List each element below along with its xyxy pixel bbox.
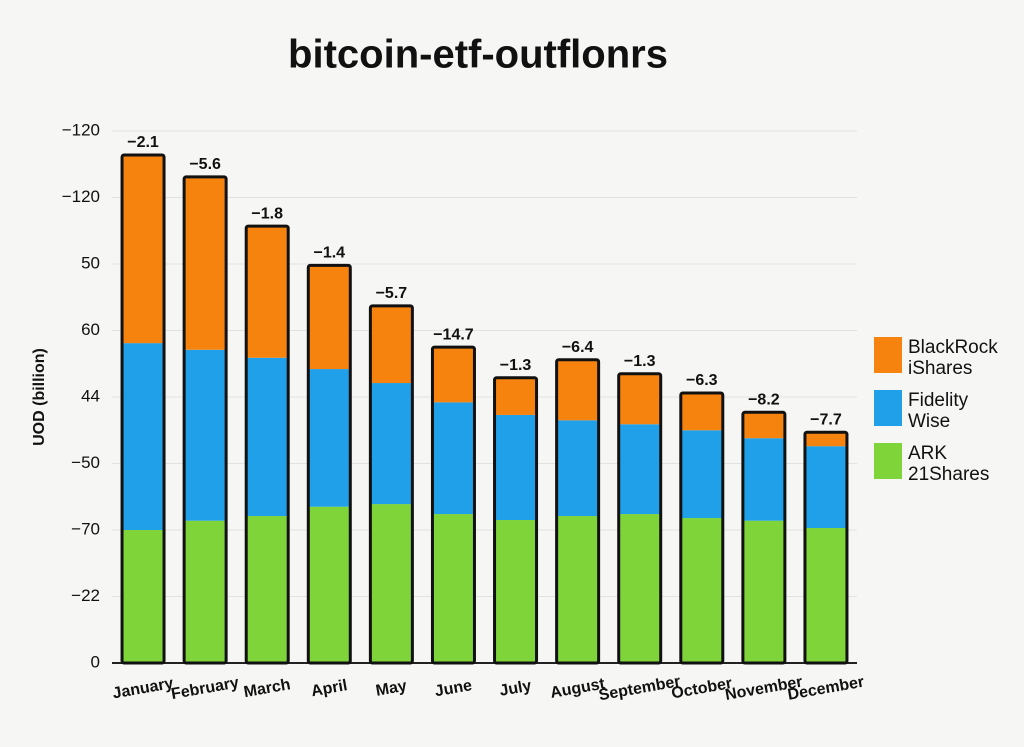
bar-segment [184,176,227,350]
y-tick-label: −50 [71,453,100,472]
x-tick-label: January [111,675,174,702]
bar-label: −1.4 [313,245,345,262]
legend-label: Fidelity Wise [908,390,969,432]
bar-label: −1.3 [624,353,656,370]
bar-segment [556,420,599,517]
bar-segment [370,383,413,505]
legend-label: BlackRock iShares [908,337,998,379]
bar-segment [680,430,723,519]
bar-segment [804,446,847,529]
bar-segment [432,402,475,515]
y-tick-label: 60 [81,320,100,339]
legend-swatch [874,337,902,373]
y-tick-label: −120 [62,187,100,206]
bar-outline [430,345,476,665]
x-tick-label: June [434,677,474,700]
bar-outline [555,358,601,665]
x-tick-label: April [310,677,349,700]
bar-segment [370,305,413,384]
x-tick-label: May [375,678,409,700]
bar-segment [742,412,785,439]
bar-outline [120,153,166,665]
y-tick-label: 50 [81,253,100,272]
bar-segment [494,377,537,415]
legend-label: ARK 21Shares [908,443,990,485]
y-tick-label: −120 [62,120,100,139]
bar-segment [680,518,723,663]
bar-label: −1.8 [251,205,283,222]
bar-label: −14.7 [433,326,474,343]
bar-segment [184,349,227,521]
bar-outline [182,175,228,665]
bar-segment [308,265,351,370]
bar-segment [432,514,475,663]
bar-segment [556,359,599,421]
bar-label: −5.7 [376,285,408,302]
bar-outline [617,372,663,665]
x-tick-label: July [498,678,533,700]
bar-segment [432,347,475,403]
bar-segment [804,528,847,663]
bar-label: −5.6 [189,156,221,173]
bar-segment [494,414,537,521]
bar-segment [122,343,165,530]
bar-segment [308,506,351,663]
bar-label: −1.3 [500,357,532,374]
y-tick-label: −70 [71,519,100,538]
bar-label: −6.4 [562,339,594,356]
bar-segment [618,514,661,663]
y-tick-label: −22 [71,586,100,605]
bar-outline [306,263,352,665]
bar-segment [742,520,785,663]
bar-segment [680,393,723,431]
bar-outline [803,430,849,665]
bar-segment [556,516,599,663]
bar-outline [679,391,725,665]
bar-segment [246,357,289,517]
bar-segment [618,424,661,515]
bar-outline [741,410,787,665]
bar-segment [494,520,537,663]
bar-outline [493,376,539,665]
bar-label: −7.7 [810,411,842,428]
x-tick-label: March [242,676,291,701]
bar-segment [618,373,661,425]
y-axis-label: UOD (billion) [31,348,48,446]
bar-segment [122,530,165,663]
bar-segment [246,226,289,358]
bar-outline [244,224,290,665]
bar-segment [742,438,785,521]
bar-segment [308,369,351,507]
bar-segment [246,516,289,663]
bar-segment [184,520,227,663]
x-tick-label: September [597,673,681,704]
bar-segment [804,432,847,447]
y-tick-label: 0 [91,652,100,671]
legend-swatch [874,390,902,426]
x-tick-label: February [170,674,240,703]
y-tick-label: 44 [81,386,100,405]
bar-label: −8.2 [748,392,780,409]
legend-swatch [874,443,902,479]
bar-segment [370,504,413,663]
bar-segment [122,154,165,344]
bar-outline [368,304,414,665]
bar-label: −6.3 [686,372,718,389]
chart-title: bitcoin-etf-outflonrs [288,33,668,77]
bar-label: −2.1 [127,134,159,151]
